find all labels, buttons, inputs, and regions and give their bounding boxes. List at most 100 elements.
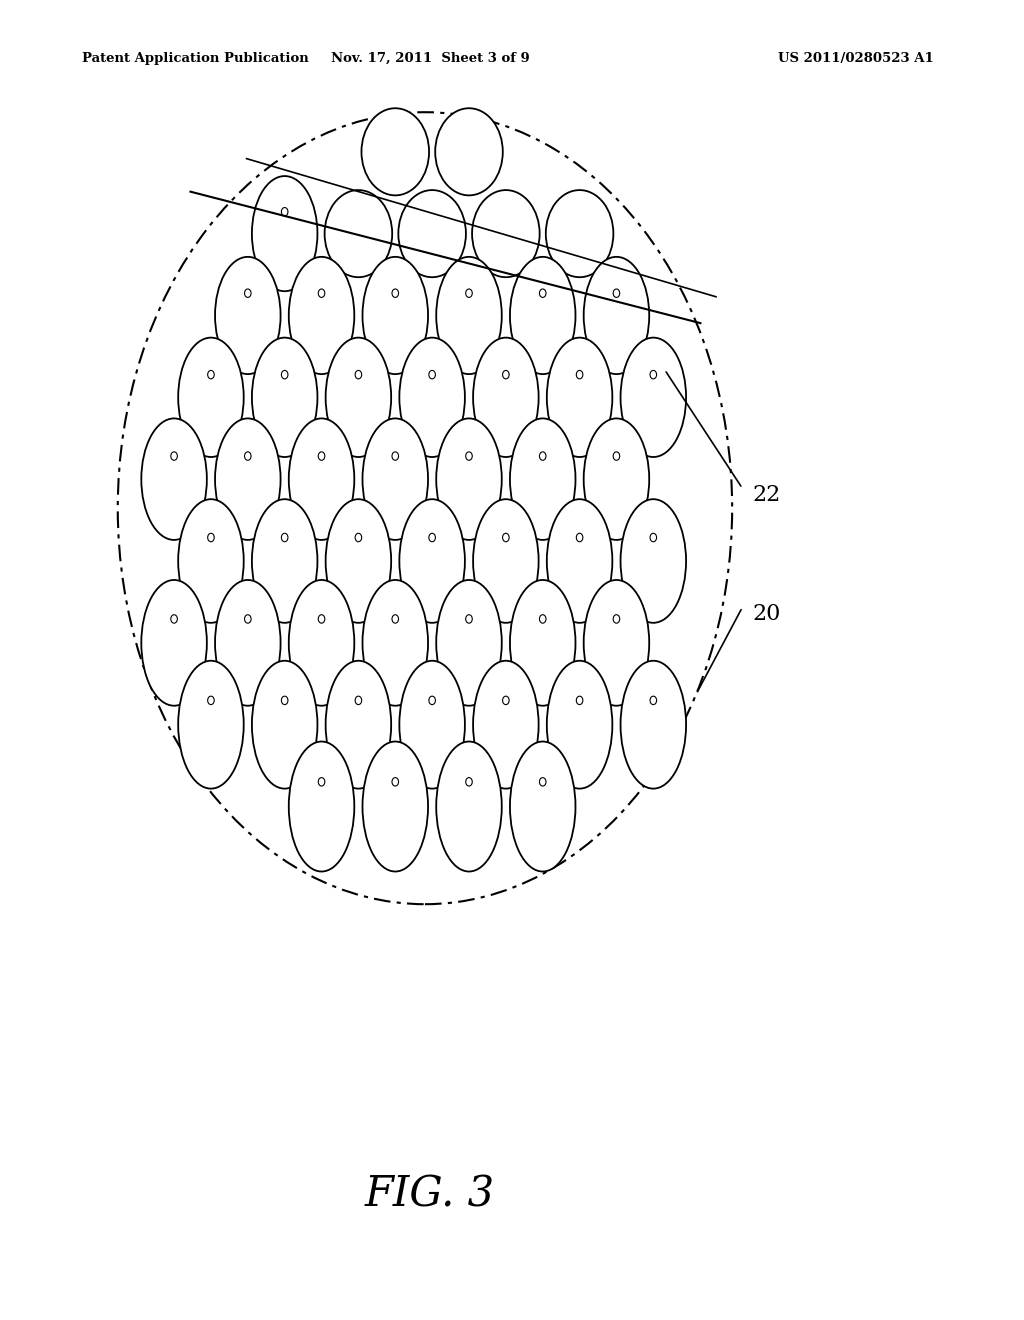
Ellipse shape [510,418,575,540]
Ellipse shape [399,338,465,457]
Circle shape [282,696,288,705]
Circle shape [503,696,509,705]
Ellipse shape [399,661,465,788]
Ellipse shape [436,579,502,706]
Ellipse shape [621,499,686,623]
Circle shape [208,371,214,379]
Ellipse shape [215,418,281,540]
Circle shape [650,696,656,705]
Ellipse shape [215,579,281,706]
Circle shape [613,289,620,297]
Ellipse shape [178,338,244,457]
Ellipse shape [362,418,428,540]
Ellipse shape [436,418,502,540]
Circle shape [650,371,656,379]
Ellipse shape [510,257,575,374]
Circle shape [435,108,503,195]
Ellipse shape [289,257,354,374]
Circle shape [282,207,288,216]
Ellipse shape [399,499,465,623]
Circle shape [577,371,583,379]
Ellipse shape [362,742,428,871]
Ellipse shape [473,661,539,788]
Circle shape [208,533,214,541]
Circle shape [392,289,398,297]
Ellipse shape [510,742,575,871]
Circle shape [398,190,466,277]
Ellipse shape [473,499,539,623]
Circle shape [245,451,251,461]
Circle shape [613,615,620,623]
Text: US 2011/0280523 A1: US 2011/0280523 A1 [778,51,934,65]
Ellipse shape [289,579,354,706]
Ellipse shape [326,499,391,623]
Ellipse shape [362,579,428,706]
Circle shape [318,289,325,297]
Ellipse shape [252,499,317,623]
Circle shape [540,777,546,785]
Circle shape [282,533,288,541]
Circle shape [171,615,177,623]
Ellipse shape [584,418,649,540]
Circle shape [355,533,361,541]
Circle shape [540,289,546,297]
Circle shape [429,696,435,705]
Ellipse shape [584,579,649,706]
Circle shape [503,533,509,541]
Ellipse shape [215,257,281,374]
Ellipse shape [252,338,317,457]
Circle shape [171,451,177,461]
Ellipse shape [547,661,612,788]
Text: Nov. 17, 2011  Sheet 3 of 9: Nov. 17, 2011 Sheet 3 of 9 [331,51,529,65]
Ellipse shape [141,579,207,706]
Ellipse shape [178,661,244,788]
Circle shape [282,371,288,379]
Circle shape [546,190,613,277]
Ellipse shape [584,257,649,374]
Ellipse shape [510,579,575,706]
Circle shape [429,371,435,379]
Ellipse shape [621,661,686,788]
Circle shape [577,696,583,705]
Ellipse shape [178,499,244,623]
Ellipse shape [289,418,354,540]
Circle shape [355,696,361,705]
Ellipse shape [621,338,686,457]
Ellipse shape [326,661,391,788]
Text: FIG. 3: FIG. 3 [365,1173,496,1216]
Ellipse shape [289,742,354,871]
Circle shape [245,289,251,297]
Circle shape [392,451,398,461]
Circle shape [245,615,251,623]
Circle shape [650,533,656,541]
Circle shape [466,777,472,785]
Text: Patent Application Publication: Patent Application Publication [82,51,308,65]
Circle shape [503,371,509,379]
Circle shape [355,371,361,379]
Circle shape [318,451,325,461]
Circle shape [540,615,546,623]
Circle shape [466,451,472,461]
Circle shape [318,615,325,623]
Circle shape [318,777,325,785]
Circle shape [466,289,472,297]
Circle shape [325,190,392,277]
Circle shape [392,615,398,623]
Ellipse shape [362,257,428,374]
Circle shape [392,777,398,785]
Circle shape [429,533,435,541]
Ellipse shape [326,338,391,457]
Circle shape [472,190,540,277]
Ellipse shape [252,661,317,788]
Circle shape [577,533,583,541]
Ellipse shape [547,338,612,457]
Ellipse shape [547,499,612,623]
Text: 22: 22 [753,484,781,506]
Ellipse shape [436,257,502,374]
Circle shape [208,696,214,705]
Text: 20: 20 [753,603,781,624]
Ellipse shape [436,742,502,871]
Ellipse shape [252,176,317,292]
Circle shape [361,108,429,195]
Circle shape [466,615,472,623]
